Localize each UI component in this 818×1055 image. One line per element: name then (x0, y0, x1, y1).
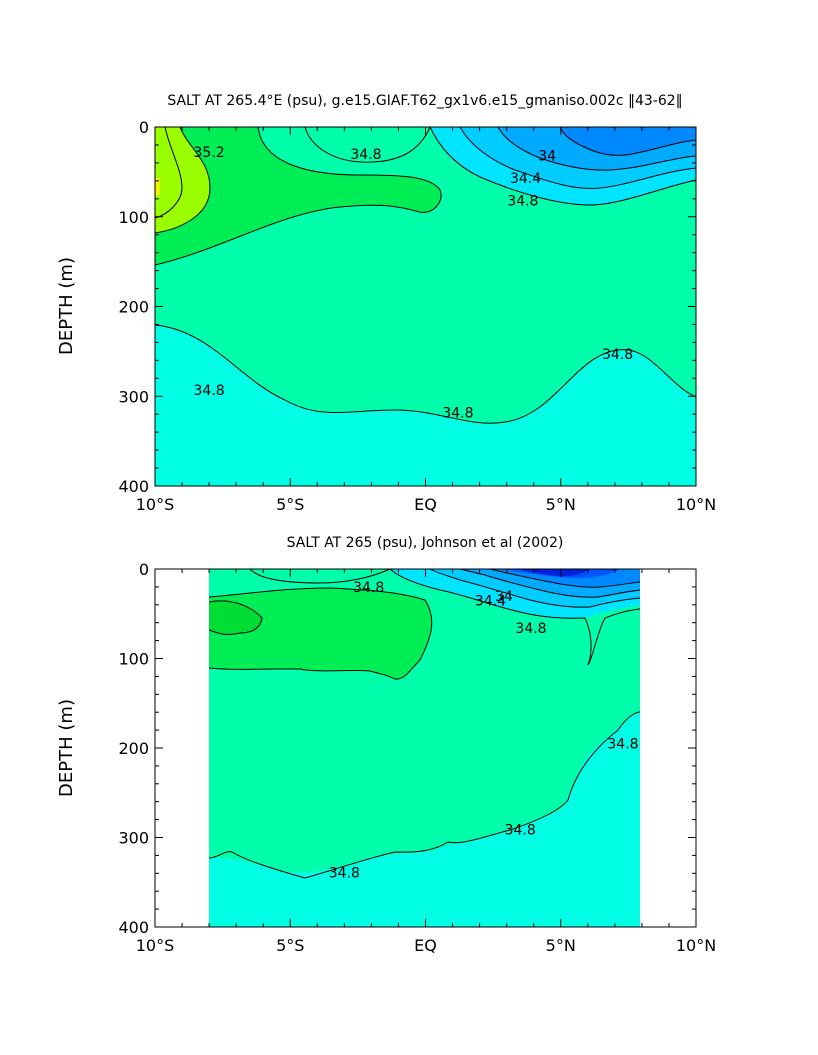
bottom-y-axis-label: DEPTH (m) (56, 699, 77, 797)
y-tick-label: 200 (118, 739, 149, 758)
top-contour-line (497, 126, 697, 171)
y-tick-label: 400 (118, 477, 149, 496)
contour-label: 34.8 (353, 580, 384, 596)
top-contour-line (459, 126, 697, 189)
bottom-fill-33-6 (520, 569, 590, 577)
top-contour-line (154, 126, 211, 234)
x-tick-label: 5°N (546, 936, 576, 955)
top-y-axis-label: DEPTH (m) (56, 257, 77, 355)
contour-label: 34.8 (607, 737, 638, 753)
contour-label: 34.8 (515, 621, 546, 637)
bottom-fill-35-2 (209, 600, 262, 635)
bottom-contour-line (208, 600, 263, 635)
top-fill-35-0 (155, 127, 442, 265)
y-tick-label: 0 (139, 560, 149, 579)
bottom-title: SALT AT 265 (psu), Johnson et al (2002) (287, 535, 564, 551)
x-tick-label: 10°S (136, 495, 175, 514)
top-panel: 35.2 34.8 34 34.4 34.8 34.8 34.8 34.8 SALT AT 2… (56, 93, 716, 514)
top-frame (154, 126, 697, 487)
y-tick-label: 300 (118, 829, 149, 848)
bottom-contour-line (208, 711, 641, 879)
top-contour-line (429, 126, 697, 206)
x-tick-label: 5°S (276, 936, 304, 955)
bottom-contour-line (489, 568, 641, 588)
bottom-x-tick-labels: 10°S 5°S EQ 5°N 10°N (136, 936, 716, 955)
bottom-frame (154, 568, 697, 928)
bottom-contours (208, 568, 641, 879)
top-fill-34-0 (560, 127, 696, 156)
x-tick-label: 5°S (276, 495, 304, 514)
top-contour-line (559, 126, 697, 156)
bottom-contour-line (459, 568, 641, 598)
y-tick-label: 100 (118, 208, 149, 227)
top-fill-35-4 (155, 127, 210, 233)
top-y-tick-labels: 0 100 200 300 400 (118, 118, 149, 496)
contour-label: 35.2 (194, 145, 225, 161)
y-tick-label: 200 (118, 298, 149, 317)
contour-label: 34.8 (602, 347, 633, 363)
contour-label: 34.8 (194, 383, 225, 399)
top-contour-line (154, 126, 442, 266)
top-contour-line (304, 126, 431, 163)
bottom-y-tick-labels: 0 100 200 300 400 (118, 560, 149, 937)
top-x-tick-labels: 10°S 5°S EQ 5°N 10°N (136, 495, 716, 514)
x-tick-label: 10°S (136, 936, 175, 955)
bottom-fill (209, 569, 640, 927)
contour-label: 34.4 (510, 171, 541, 187)
top-fill-saltiest (155, 178, 160, 195)
top-title: SALT AT 265.4°E (psu), g.e15.GIAF.T62_gx… (167, 93, 682, 109)
contour-label: 34 (495, 589, 513, 605)
contour-label: 34.8 (350, 147, 381, 163)
x-tick-label: 5°N (546, 495, 576, 514)
bottom-contour-line (249, 568, 391, 584)
top-contour-line (154, 324, 697, 424)
x-tick-label: 10°N (676, 495, 716, 514)
contour-label: 34 (538, 149, 556, 165)
bottom-contour-line (429, 568, 641, 608)
top-contours (154, 126, 697, 424)
x-tick-label: EQ (414, 936, 437, 955)
contour-label: 34.8 (442, 405, 473, 421)
top-contour-line (154, 126, 183, 219)
y-tick-label: 400 (118, 918, 149, 937)
x-tick-label: EQ (414, 495, 437, 514)
contour-label: 34.8 (505, 822, 536, 838)
y-tick-label: 100 (118, 650, 149, 669)
contour-label: 34.8 (329, 865, 360, 881)
y-tick-label: 300 (118, 387, 149, 406)
contour-label: 34.8 (507, 194, 538, 210)
bottom-contour-line (389, 568, 641, 666)
contour-label: 34.4 (475, 593, 506, 609)
bottom-fill-35-0 (209, 588, 432, 680)
bottom-contour-line (208, 587, 433, 680)
top-contour-labels: 35.2 34.8 34 34.4 34.8 34.8 34.8 34.8 (194, 145, 634, 421)
y-tick-label: 0 (139, 118, 149, 137)
x-tick-label: 10°N (676, 936, 716, 955)
